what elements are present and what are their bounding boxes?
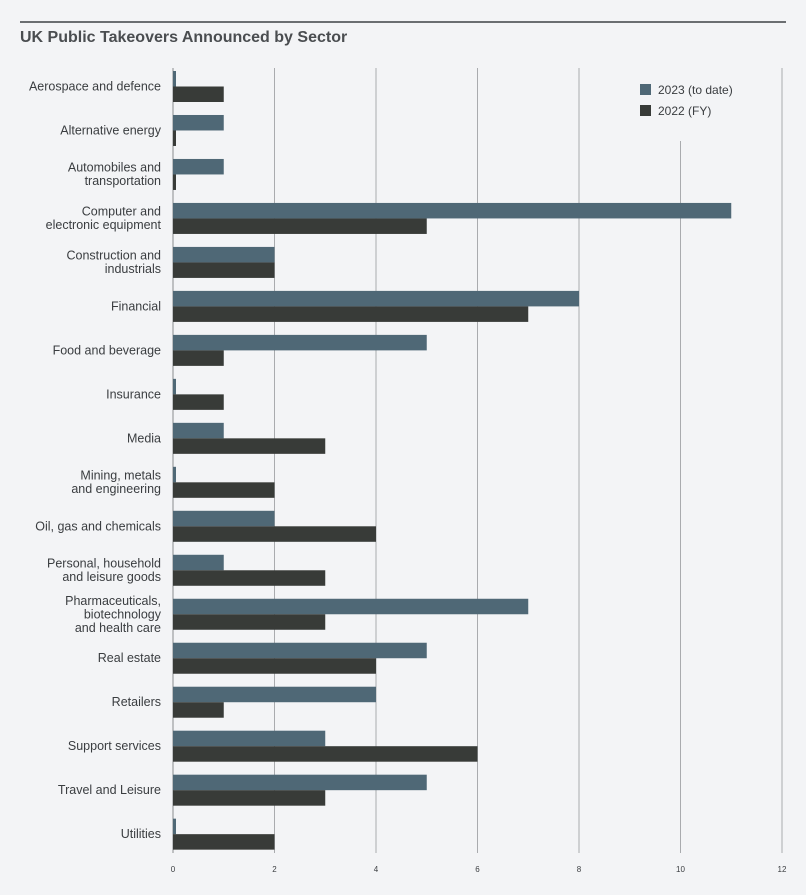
category-label-17: Utilities — [121, 827, 161, 841]
x-tick-label-0: 0 — [171, 865, 176, 874]
category-label-line: Insurance — [106, 387, 161, 401]
bar-2022-7 — [173, 394, 224, 410]
grid-lines — [172, 68, 783, 853]
bar-2022-13 — [173, 658, 376, 674]
bar-2023-12 — [173, 598, 529, 615]
bar-2023-13 — [173, 642, 427, 659]
category-label-6: Food and beverage — [53, 343, 161, 357]
category-label-14: Retailers — [112, 695, 161, 709]
category-label-line: Food and beverage — [53, 343, 161, 357]
category-label-line: biotechnology — [84, 607, 162, 621]
bar-2022-2 — [173, 174, 176, 190]
bar-2022-4 — [173, 262, 275, 278]
category-labels: Aerospace and defence Alternative energy A… — [29, 80, 162, 842]
bar-2023-9 — [173, 466, 176, 483]
x-tick-label-12: 12 — [778, 865, 787, 874]
bar-2022-9 — [173, 482, 275, 498]
category-label-line: Media — [127, 431, 161, 445]
bar-2023-3 — [173, 202, 732, 219]
bar-2022-1 — [173, 130, 176, 146]
bar-2023-2 — [173, 158, 224, 175]
legend-swatch-2023 — [640, 84, 651, 95]
category-label-11: Personal, household and leisure goods — [47, 557, 161, 585]
category-label-line: and engineering — [71, 482, 161, 496]
bar-2023-8 — [173, 422, 224, 439]
category-label-10: Oil, gas and chemicals — [35, 519, 161, 533]
category-label-line: Retailers — [112, 695, 161, 709]
category-label-line: Construction and — [66, 249, 161, 263]
bar-2023-0 — [173, 71, 176, 87]
category-label-line: Aerospace and defence — [29, 80, 161, 94]
category-label-3: Computer and electronic equipment — [46, 205, 162, 233]
category-label-line: Alternative energy — [60, 123, 162, 137]
bars — [173, 71, 732, 850]
category-label-line: electronic equipment — [46, 218, 162, 232]
bar-2023-16 — [173, 774, 427, 791]
bar-2022-12 — [173, 614, 326, 630]
category-label-line: Real estate — [98, 651, 161, 665]
category-label-16: Travel and Leisure — [58, 783, 161, 797]
category-label-line: Utilities — [121, 827, 161, 841]
category-label-line: Mining, metals — [80, 469, 161, 483]
bar-2022-11 — [173, 570, 326, 586]
bar-2023-11 — [173, 554, 224, 571]
bar-2022-5 — [173, 306, 529, 322]
category-label-line: Travel and Leisure — [58, 783, 161, 797]
category-label-13: Real estate — [98, 651, 161, 665]
legend-label-2022: 2022 (FY) — [658, 104, 711, 118]
category-label-line: and health care — [75, 621, 161, 635]
bar-2023-15 — [173, 730, 326, 747]
bar-2022-17 — [173, 834, 275, 850]
bar-2023-6 — [173, 334, 427, 351]
category-label-0: Aerospace and defence — [29, 80, 161, 94]
bar-2023-14 — [173, 686, 376, 703]
x-tick-label-8: 8 — [577, 865, 582, 874]
category-label-9: Mining, metals and engineering — [71, 469, 161, 497]
bar-2023-1 — [173, 114, 224, 131]
bar-2023-10 — [173, 510, 275, 527]
x-tick-label-10: 10 — [676, 865, 685, 874]
legend-label-2023: 2023 (to date) — [658, 83, 733, 97]
category-label-4: Construction and industrials — [66, 249, 161, 277]
category-label-line: Personal, household — [47, 557, 161, 571]
category-label-7: Insurance — [106, 387, 161, 401]
x-tick-label-4: 4 — [374, 865, 379, 874]
bar-2023-4 — [173, 246, 275, 263]
category-label-line: Support services — [68, 739, 161, 753]
chart-title: UK Public Takeovers Announced by Sector — [20, 29, 348, 46]
category-label-line: Computer and — [82, 205, 161, 219]
category-label-12: Pharmaceuticals, biotechnology and health … — [65, 594, 162, 635]
bar-2023-7 — [173, 378, 176, 395]
category-label-15: Support services — [68, 739, 161, 753]
category-label-2: Automobiles and transportation — [68, 161, 161, 189]
category-label-8: Media — [127, 431, 161, 445]
bar-2022-10 — [173, 526, 376, 542]
x-axis-ticks: 0 2 4 6 8 10 12 — [171, 865, 787, 874]
category-label-5: Financial — [111, 299, 161, 313]
bar-2022-16 — [173, 790, 326, 806]
category-label-1: Alternative energy — [60, 123, 162, 137]
bar-2022-15 — [173, 746, 478, 762]
legend-swatch-2022 — [640, 105, 651, 116]
category-label-line: industrials — [105, 262, 161, 276]
x-tick-label-2: 2 — [272, 865, 277, 874]
category-label-line: Financial — [111, 299, 161, 313]
bar-2022-0 — [173, 86, 224, 102]
x-tick-label-6: 6 — [475, 865, 480, 874]
category-label-line: Pharmaceuticals, — [65, 594, 161, 608]
title-rule — [20, 21, 786, 23]
category-label-line: and leisure goods — [62, 570, 161, 584]
category-label-line: Automobiles and — [68, 161, 161, 175]
bar-2022-3 — [173, 218, 427, 234]
legend: 2023 (to date) 2022 (FY) — [640, 83, 733, 118]
bar-2022-14 — [173, 702, 224, 718]
category-label-line: transportation — [85, 174, 161, 188]
bar-2022-6 — [173, 350, 224, 366]
bar-2022-8 — [173, 438, 326, 454]
bar-2023-5 — [173, 290, 579, 307]
category-label-line: Oil, gas and chemicals — [35, 519, 161, 533]
bar-2023-17 — [173, 818, 176, 835]
